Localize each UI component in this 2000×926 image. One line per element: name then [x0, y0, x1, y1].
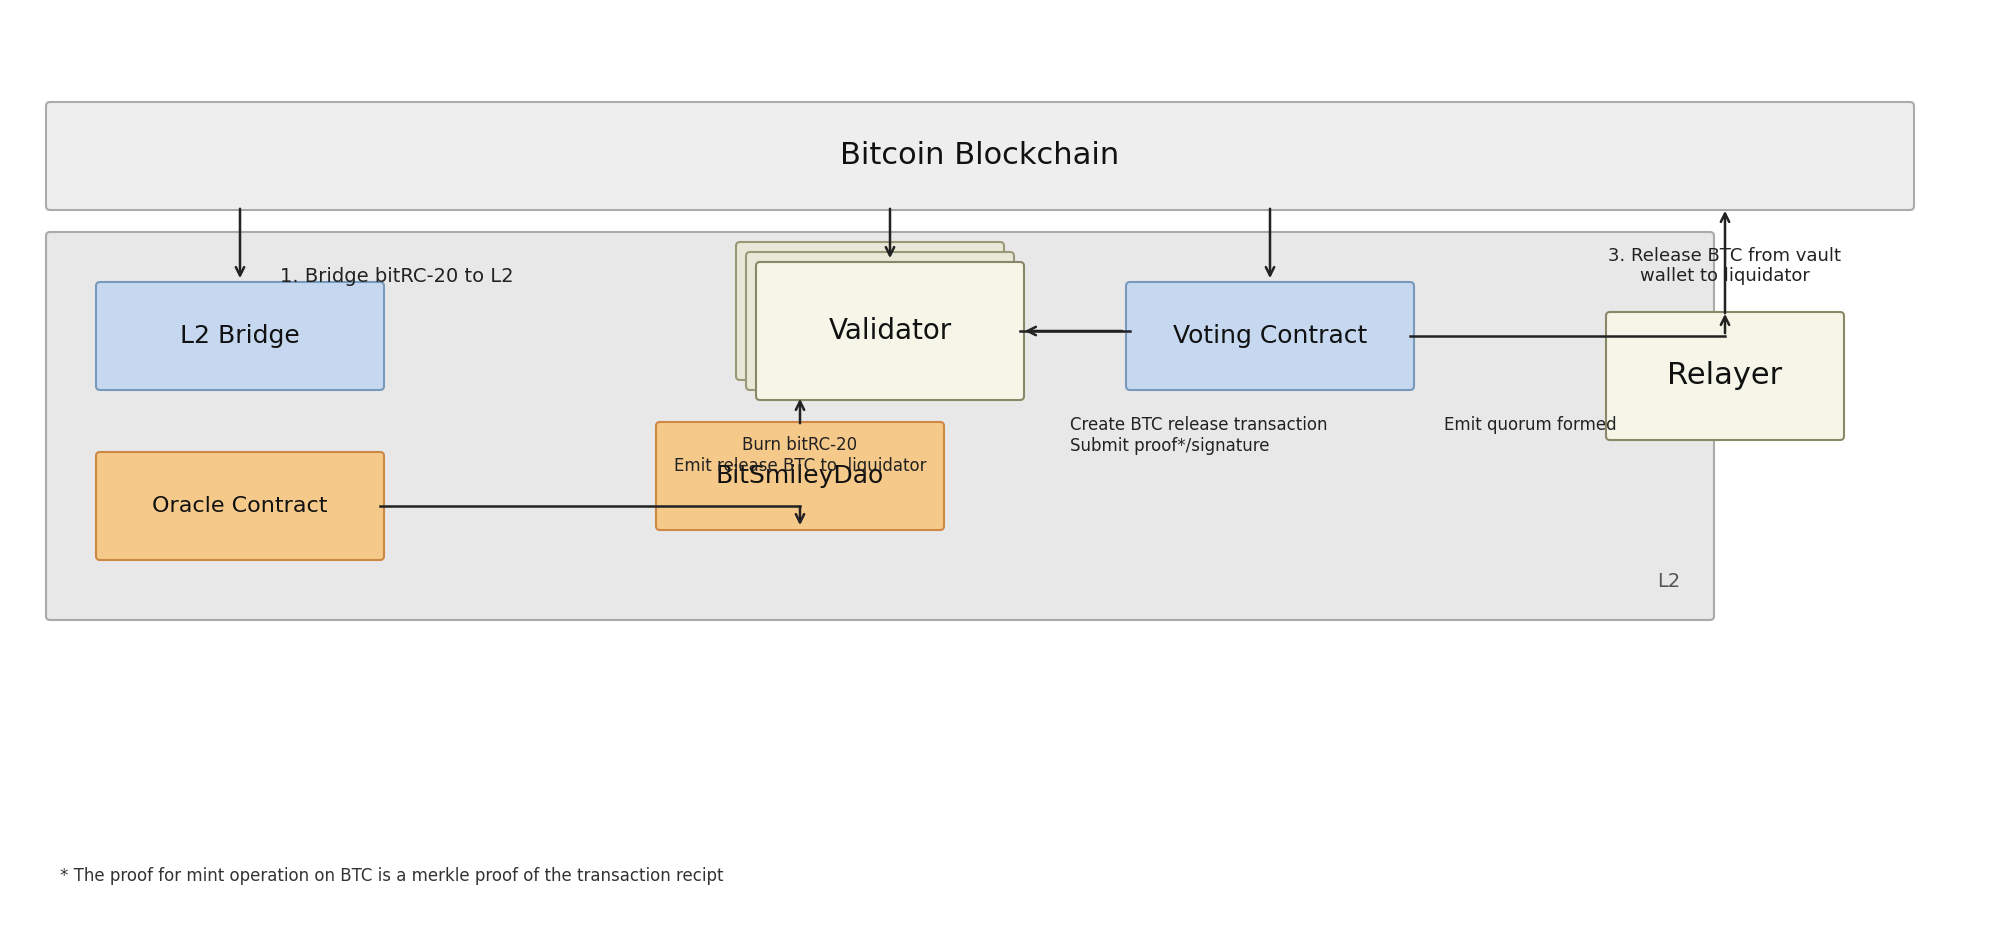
Text: Oracle Contract: Oracle Contract	[152, 496, 328, 516]
FancyBboxPatch shape	[746, 252, 1014, 390]
Text: Emit quorum formed: Emit quorum formed	[1444, 416, 1616, 434]
FancyBboxPatch shape	[736, 242, 1004, 380]
Text: Relayer: Relayer	[1668, 361, 1782, 391]
Text: 1. Bridge bitRC-20 to L2: 1. Bridge bitRC-20 to L2	[280, 267, 514, 285]
FancyBboxPatch shape	[1126, 282, 1414, 390]
Text: Create BTC release transaction
Submit proof*/signature: Create BTC release transaction Submit pr…	[1070, 416, 1328, 455]
Text: L2: L2	[1656, 572, 1680, 591]
FancyBboxPatch shape	[96, 282, 384, 390]
Text: Validator: Validator	[828, 317, 952, 345]
FancyBboxPatch shape	[46, 232, 1714, 620]
FancyBboxPatch shape	[96, 452, 384, 560]
FancyBboxPatch shape	[46, 102, 1914, 210]
Text: L2 Bridge: L2 Bridge	[180, 324, 300, 348]
FancyBboxPatch shape	[1606, 312, 1844, 440]
FancyBboxPatch shape	[656, 422, 944, 530]
FancyBboxPatch shape	[756, 262, 1024, 400]
Text: 3. Release BTC from vault
wallet to liquidator: 3. Release BTC from vault wallet to liqu…	[1608, 246, 1842, 285]
Text: Voting Contract: Voting Contract	[1172, 324, 1368, 348]
Text: * The proof for mint operation on BTC is a merkle proof of the transaction recip: * The proof for mint operation on BTC is…	[60, 867, 724, 885]
Text: BitSmileyDao: BitSmileyDao	[716, 464, 884, 488]
Text: Burn bitRC-20
Emit release BTC to  liquidator: Burn bitRC-20 Emit release BTC to liquid…	[674, 436, 926, 475]
Text: Bitcoin Blockchain: Bitcoin Blockchain	[840, 142, 1120, 170]
